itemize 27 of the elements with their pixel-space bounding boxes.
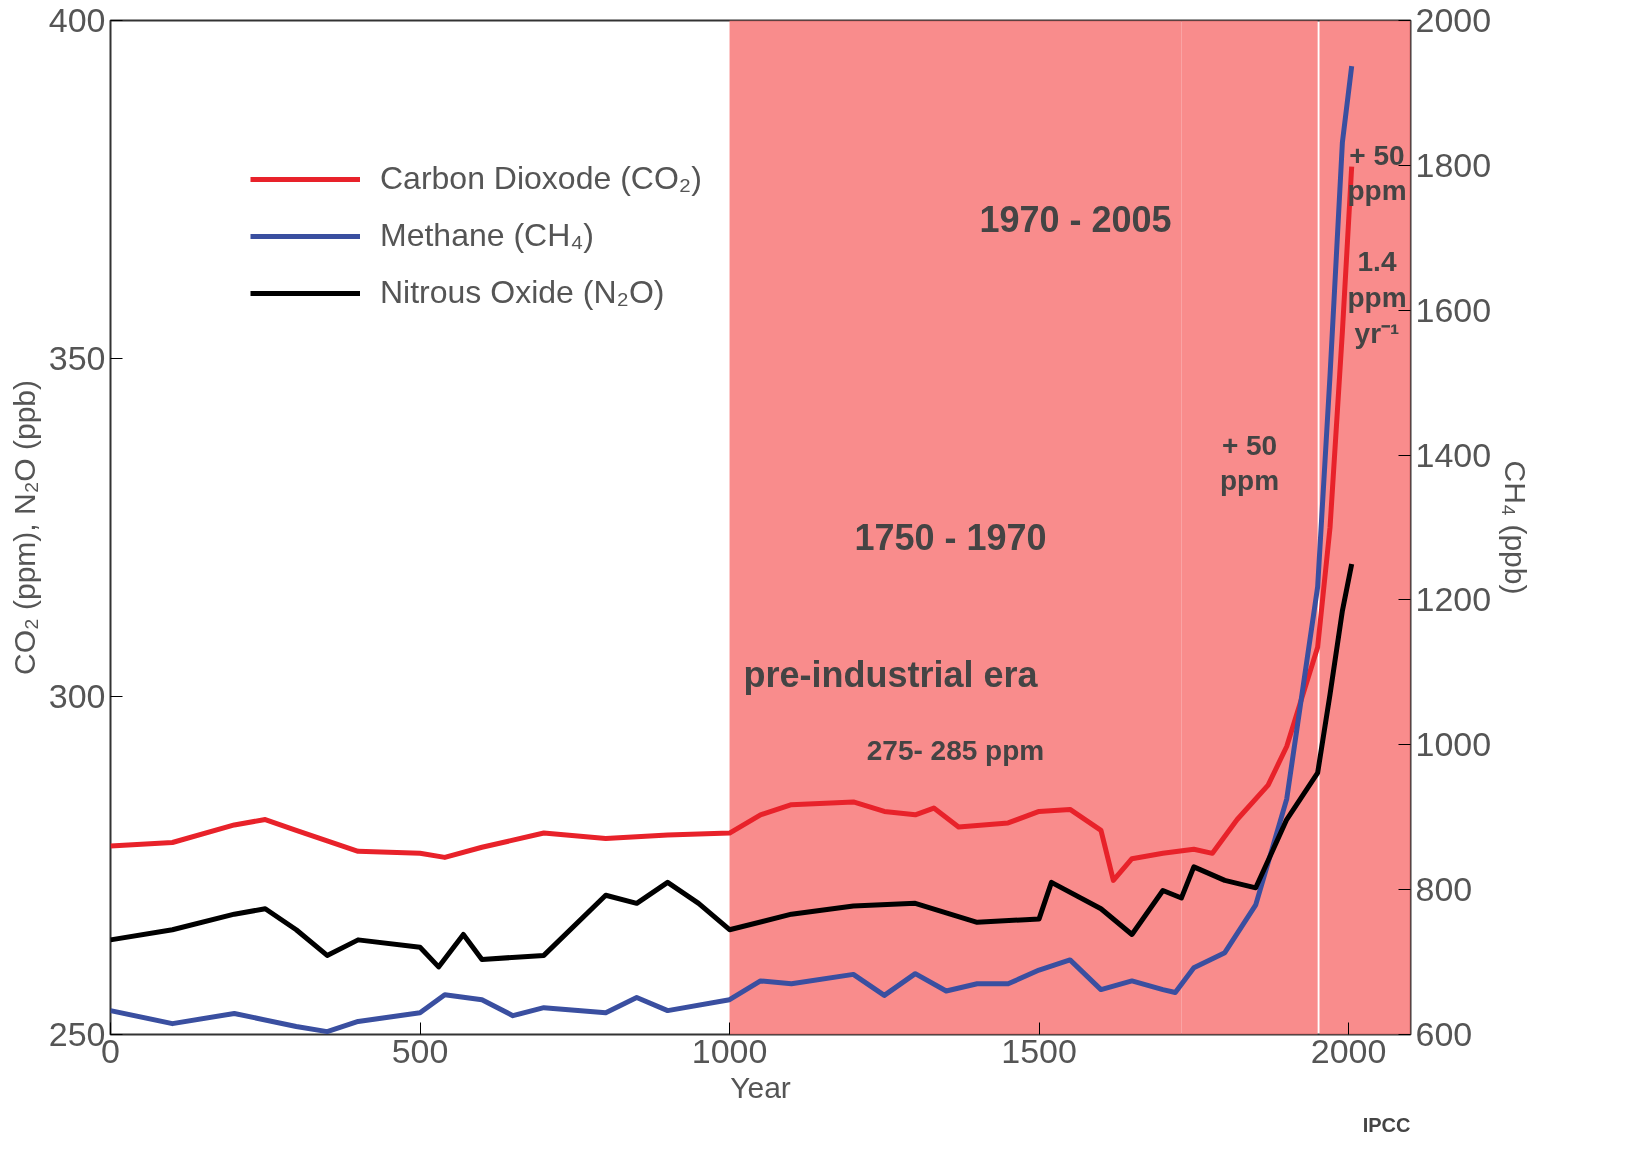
y-axis-title: CO₂ (ppm), N₂O (ppb) bbox=[7, 379, 41, 675]
y2-axis-title: CH₄ (ppb) bbox=[1499, 460, 1533, 595]
annotation: 1970 - 2005 bbox=[979, 199, 1172, 240]
legend-label: Carbon Dioxode (CO₂) bbox=[380, 160, 702, 197]
y2-tick-label: 1600 bbox=[1415, 290, 1492, 329]
x-axis-title: Year bbox=[730, 1070, 791, 1104]
y2-tick-label: 1200 bbox=[1415, 580, 1492, 619]
y2-tick-label: 1800 bbox=[1415, 145, 1492, 184]
y2-tick-label: 1000 bbox=[1415, 725, 1492, 764]
band-label: + 50 ppm bbox=[1220, 429, 1280, 497]
annotation: pre-industrial era bbox=[743, 654, 1039, 695]
y-tick-label: 300 bbox=[48, 677, 106, 715]
x-tick-label: 2000 bbox=[1310, 1031, 1387, 1070]
band-label: 275- 285 ppm bbox=[866, 734, 1045, 766]
y-tick-label: 350 bbox=[48, 339, 106, 377]
legend-label: Nitrous Oxide (N₂O) bbox=[380, 274, 665, 311]
y-tick-label: 400 bbox=[48, 1, 106, 39]
legend-label: Methane (CH₄) bbox=[380, 217, 595, 254]
y2-tick-label: 600 bbox=[1415, 1015, 1473, 1053]
text: IPCC bbox=[1362, 1113, 1411, 1136]
x-tick-label: 1500 bbox=[1001, 1031, 1077, 1070]
y2-tick-label: 2000 bbox=[1415, 1, 1492, 39]
y2-tick-label: 800 bbox=[1415, 870, 1473, 909]
annotation: 1750 - 1970 bbox=[854, 517, 1047, 558]
x-tick-label: 500 bbox=[391, 1031, 449, 1070]
x-tick-label: 1000 bbox=[691, 1031, 768, 1070]
y2-tick-label: 1400 bbox=[1415, 435, 1492, 474]
